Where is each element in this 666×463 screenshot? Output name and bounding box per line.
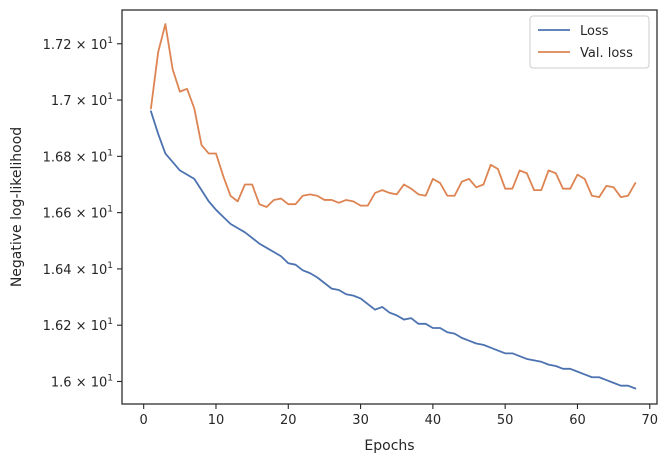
y-axis-ticks: 1.6 × 101 1.62 × 101 1.64 × 101 1.66 × 101 1… bbox=[43, 36, 122, 390]
y-tick-label: 1.62 × 101 bbox=[43, 317, 113, 334]
x-tick-label: 0 bbox=[140, 413, 148, 428]
y-axis-title: Negative log-likelihood bbox=[9, 127, 25, 287]
y-tick-label: 1.68 × 101 bbox=[43, 148, 113, 165]
series-line-loss bbox=[150, 110, 637, 390]
x-tick-label: 60 bbox=[569, 413, 586, 428]
x-tick-label: 30 bbox=[352, 413, 369, 428]
legend-label-loss: Loss bbox=[580, 24, 609, 39]
x-axis-ticks: 0 10 20 30 40 50 60 70 bbox=[140, 404, 658, 428]
y-tick-label: 1.7 × 101 bbox=[51, 92, 113, 109]
x-tick-label: 70 bbox=[641, 413, 658, 428]
series-line-val-loss bbox=[150, 23, 637, 208]
y-tick-label: 1.64 × 101 bbox=[43, 261, 113, 278]
legend-label-val-loss: Val. loss bbox=[580, 46, 633, 61]
x-tick-label: 40 bbox=[425, 413, 442, 428]
y-tick-label: 1.72 × 101 bbox=[43, 36, 113, 53]
x-axis-title: Epochs bbox=[364, 438, 414, 454]
y-tick-label: 1.66 × 101 bbox=[43, 205, 113, 222]
x-tick-label: 10 bbox=[208, 413, 225, 428]
y-tick-label: 1.6 × 101 bbox=[51, 373, 113, 390]
plot-lines bbox=[150, 23, 637, 390]
x-tick-label: 50 bbox=[497, 413, 514, 428]
legend-box bbox=[529, 15, 650, 69]
plot-frame bbox=[121, 9, 658, 405]
x-tick-label: 20 bbox=[280, 413, 297, 428]
legend: Loss Val. loss bbox=[529, 15, 650, 69]
